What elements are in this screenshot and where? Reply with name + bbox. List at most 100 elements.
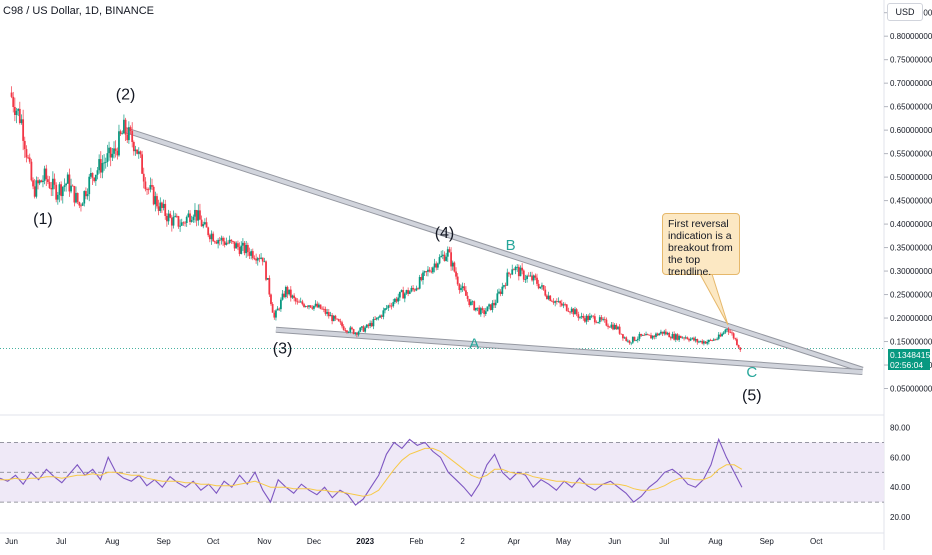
candle-body <box>726 328 728 330</box>
candle-body <box>367 324 370 327</box>
candle-body <box>18 108 21 123</box>
candle-body <box>519 267 522 277</box>
candle-body <box>722 332 725 334</box>
candle-body <box>237 243 239 247</box>
candle-body <box>450 252 452 267</box>
candle-body <box>73 186 76 203</box>
candle-body <box>456 276 459 285</box>
candle-body <box>190 219 193 222</box>
candle-body <box>337 319 340 322</box>
chart-title: C98 / US Dollar, 1D, BINANCE <box>3 5 154 17</box>
candle-body <box>58 184 61 195</box>
candle-body <box>504 285 507 287</box>
currency-button[interactable]: USD <box>887 3 923 21</box>
candle-body <box>696 339 699 343</box>
candle-body <box>486 306 489 312</box>
candle-body <box>719 334 722 337</box>
candle-body <box>159 202 162 211</box>
price-tick-label: 0.40000000 <box>890 220 932 229</box>
candle-body <box>293 295 296 299</box>
candle-body <box>440 255 443 258</box>
candle-body <box>598 317 601 323</box>
price-tick-label: 0.45000000 <box>890 197 932 206</box>
time-tick-label: Aug <box>105 537 119 546</box>
candle-body <box>137 151 140 154</box>
candle-body <box>55 184 58 200</box>
trendlines[interactable] <box>124 127 864 376</box>
candle-body <box>458 284 461 291</box>
candle-body <box>712 339 715 341</box>
candle-body <box>394 298 396 303</box>
candle-body <box>676 334 679 340</box>
candle-body <box>318 304 320 308</box>
candle-body <box>736 339 738 345</box>
candle-body <box>432 267 434 273</box>
candle-body <box>126 134 129 141</box>
candle-body <box>227 242 229 244</box>
candle-body <box>299 301 302 303</box>
candle-body <box>686 337 689 340</box>
annotation-callout[interactable]: First reversal indication is a breakout … <box>662 213 740 278</box>
candle-body <box>648 334 651 336</box>
candle-body <box>463 286 466 291</box>
candle-body <box>372 318 375 327</box>
candle-body <box>260 257 262 259</box>
candle-body <box>425 271 428 273</box>
candle-body <box>119 131 122 135</box>
candle-body <box>12 96 15 107</box>
time-tick-label: Jul <box>659 537 669 546</box>
rsi-tick-label: 20.00 <box>890 513 911 522</box>
candle-body <box>717 334 720 339</box>
candle-body <box>491 302 494 310</box>
time-tick-label: Oct <box>207 537 220 546</box>
candle-body <box>577 314 580 318</box>
candle-body <box>241 242 244 246</box>
candle-body <box>603 319 606 320</box>
candle-body <box>369 322 372 327</box>
candle-body <box>342 326 345 331</box>
candle-body <box>321 308 324 310</box>
candle-body <box>564 304 566 306</box>
candle-body <box>281 293 284 300</box>
candle-body <box>35 180 38 197</box>
candle-body <box>612 324 614 330</box>
candle-body <box>182 222 185 224</box>
candle-body <box>731 332 733 334</box>
candle-body <box>407 290 410 294</box>
candle-body <box>663 331 666 334</box>
candle-body <box>522 270 525 280</box>
candle-body <box>96 170 99 175</box>
candle-body <box>671 333 674 339</box>
candle-body <box>579 316 581 318</box>
candle-body <box>265 261 267 280</box>
candle-body <box>25 149 28 158</box>
candle-body <box>141 154 144 174</box>
candle-body <box>460 288 462 291</box>
candle-body <box>549 295 552 301</box>
candle-body <box>136 149 139 154</box>
candle-body <box>20 119 23 123</box>
candle-body <box>580 315 583 317</box>
candle-body <box>643 334 646 336</box>
candle-body <box>688 339 690 341</box>
candle-body <box>65 183 67 186</box>
candle-body <box>565 304 568 311</box>
candle-body <box>600 317 603 320</box>
candle-body <box>607 325 609 327</box>
candle-body <box>379 315 381 318</box>
candle-body <box>124 119 127 135</box>
candle-body <box>512 269 515 271</box>
candle-body <box>301 301 304 305</box>
candles[interactable] <box>10 86 742 352</box>
candle-body <box>131 130 134 143</box>
candle-body <box>555 301 558 302</box>
candle-body <box>123 119 125 134</box>
candle-body <box>165 215 168 222</box>
candle-body <box>645 334 647 336</box>
candle-body <box>291 295 294 298</box>
candle-body <box>13 106 16 116</box>
candle-body <box>650 335 652 339</box>
candle-body <box>53 178 56 185</box>
